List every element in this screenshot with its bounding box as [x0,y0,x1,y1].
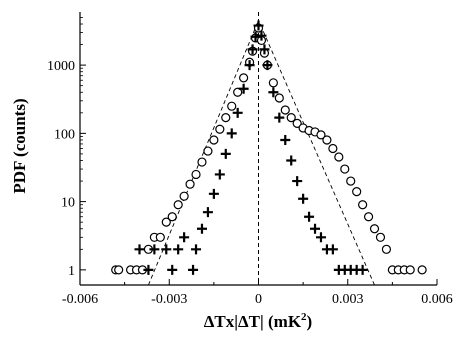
fit-line [258,20,375,286]
circle-point [417,265,427,275]
circle-point [179,191,189,201]
circle-point [203,146,213,156]
circle-point [227,101,237,111]
cross-point [208,188,219,199]
x-axis-title-sup: 2 [301,311,307,323]
y-tick-label: 100 [54,127,75,142]
circle-point [167,212,177,222]
circle-point [375,232,386,242]
fit-lines-group [147,12,375,286]
circle-point [334,152,344,162]
circle-point [114,265,124,275]
circle-point [405,265,415,275]
x-tick-label: 0.003 [332,292,364,307]
circle-point [274,93,284,103]
circle-point [346,176,356,186]
fit-line [147,20,259,286]
circle-point [239,73,249,83]
cross-point [357,264,368,275]
circle-point [268,78,278,88]
circle-point [215,124,225,134]
cross-point [173,244,184,255]
cross-point [262,60,273,71]
circle-point [221,113,231,123]
cross-point [304,211,315,222]
cross-point [134,244,145,255]
y-axis-title: PDF (counts) [10,98,29,193]
circle-point [369,224,380,234]
cross-point [220,148,231,159]
x-tick-label: -0.003 [151,292,187,307]
cross-point [274,112,285,123]
circle-point [316,130,326,140]
circle-point [358,200,368,210]
cross-point [226,128,237,139]
x-tick-label: -0.006 [62,292,98,307]
circle-point [185,179,195,189]
cross-point [167,264,178,275]
circle-point [197,157,207,167]
circle-point [280,105,290,115]
cross-point [149,244,160,255]
cross-point [244,60,255,71]
axes-group: -0.006 -0.003 0 0.003 0.006 1 10 100 1000 [47,12,453,307]
cross-point [238,83,249,94]
cross-point [310,223,321,234]
cross-point [202,207,213,218]
circle-point [161,217,171,227]
cross-point [298,193,309,204]
cross-point [188,264,199,275]
cross-point [250,31,261,42]
cross-point [259,44,270,55]
circle-point [173,200,183,210]
circle-point [322,135,332,145]
circle-point [155,232,165,242]
cross-point [179,232,190,243]
cross-point [268,87,279,98]
cross-point [247,44,258,55]
circle-point [292,118,302,128]
y-tick-label: 1 [68,264,75,279]
x-axis-title-main: ΔTx|ΔT| (mK [204,312,302,331]
cross-point [253,20,264,31]
cross-point [196,223,207,234]
labels-group: PDF (counts) ΔTx|ΔT| (mK2) [10,98,312,331]
y-tick-label: 10 [61,196,75,211]
cross-point [161,244,172,255]
circle-point [328,143,338,154]
x-axis-title-close: ) [307,312,313,331]
cross-point [143,264,154,275]
cross-point [286,155,297,166]
circle-point [352,187,362,197]
cross-point [256,30,267,41]
cross-point [191,244,202,255]
circle-point [363,212,374,222]
circle-point [233,87,243,97]
circle-point [191,169,201,180]
circle-point [340,164,350,174]
x-axis-title: ΔTx|ΔT| (mK2) [204,311,312,331]
y-tick-label: 1000 [47,59,75,74]
cross-point [280,134,291,145]
x-tick-label: 0.006 [421,292,453,307]
cross-point [292,176,303,187]
circle-point [209,135,219,145]
cross-point [327,244,338,255]
cross-point [232,107,243,118]
cross-point [214,169,225,180]
x-tick-label: 0 [255,292,262,307]
data-points-group [111,20,427,275]
cross-point [315,232,326,243]
circle-point [286,113,296,123]
circle-point [381,244,392,254]
